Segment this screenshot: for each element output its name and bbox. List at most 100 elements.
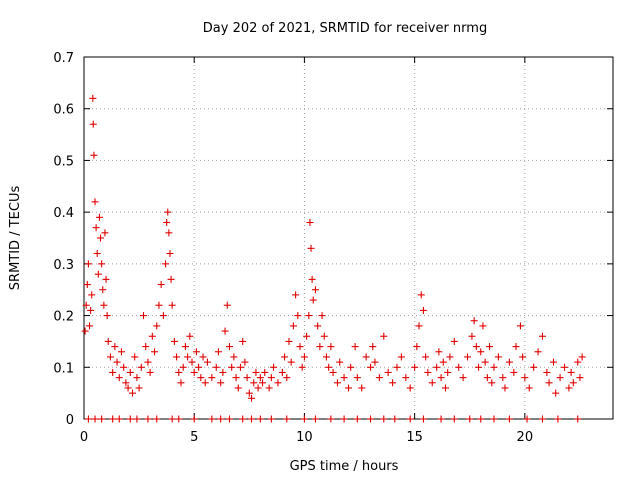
data-point — [175, 368, 183, 376]
data-point — [117, 348, 125, 356]
data-point — [519, 353, 527, 361]
data-point — [239, 415, 247, 423]
data-point — [327, 415, 335, 423]
x-tick-label: 0 — [80, 430, 88, 445]
data-point — [217, 415, 225, 423]
data-point — [530, 363, 538, 371]
data-point — [576, 374, 584, 382]
data-point — [164, 208, 172, 216]
data-point — [199, 353, 207, 361]
data-point — [98, 415, 106, 423]
data-point — [162, 260, 170, 268]
data-point — [481, 358, 489, 366]
data-point — [333, 379, 341, 387]
data-point — [367, 415, 375, 423]
data-point — [477, 348, 485, 356]
data-point — [256, 415, 264, 423]
data-point — [208, 415, 216, 423]
data-point — [103, 312, 111, 320]
data-point — [177, 379, 185, 387]
chart-title: Day 202 of 2021, SRMTID for receiver nrm… — [203, 21, 487, 36]
y-tick-label: 0.2 — [53, 310, 74, 325]
data-point — [163, 218, 171, 226]
data-point — [232, 374, 240, 382]
data-point — [411, 363, 419, 371]
data-point — [475, 363, 483, 371]
data-point — [113, 358, 121, 366]
data-point — [316, 343, 324, 351]
data-point — [534, 348, 542, 356]
y-tick-label: 0.1 — [53, 361, 74, 376]
data-point — [179, 363, 187, 371]
data-point — [521, 374, 529, 382]
data-point — [419, 306, 427, 314]
data-point — [83, 281, 91, 289]
data-point — [468, 332, 476, 340]
data-point — [144, 358, 152, 366]
data-point — [126, 368, 134, 376]
data-point — [93, 250, 101, 258]
y-tick-label: 0.5 — [53, 154, 74, 169]
data-point — [369, 343, 377, 351]
data-point — [142, 343, 150, 351]
data-point — [459, 374, 467, 382]
data-point — [104, 337, 112, 345]
data-point — [101, 229, 109, 237]
data-point — [94, 270, 102, 278]
data-point — [510, 368, 518, 376]
data-point — [111, 343, 119, 351]
data-point — [525, 384, 533, 392]
data-point — [92, 224, 100, 232]
data-point — [265, 384, 273, 392]
data-point — [256, 374, 264, 382]
data-point — [135, 384, 143, 392]
data-point — [168, 415, 176, 423]
data-point — [133, 415, 141, 423]
data-point — [283, 415, 291, 423]
data-point — [353, 415, 361, 423]
data-point — [234, 384, 242, 392]
data-point — [490, 415, 498, 423]
data-point — [488, 379, 496, 387]
data-point — [201, 379, 209, 387]
data-point — [428, 379, 436, 387]
data-point — [477, 415, 485, 423]
data-point — [250, 379, 258, 387]
data-point — [203, 358, 211, 366]
data-point — [248, 394, 256, 402]
data-point — [325, 363, 333, 371]
data-point — [166, 250, 174, 258]
data-point — [505, 415, 513, 423]
data-point — [505, 358, 513, 366]
data-point — [287, 358, 295, 366]
data-point — [314, 322, 322, 330]
data-point — [181, 343, 189, 351]
data-point — [230, 353, 238, 361]
data-point — [371, 358, 379, 366]
data-point — [298, 363, 306, 371]
data-point — [446, 353, 454, 361]
data-point — [159, 312, 167, 320]
data-point — [239, 337, 247, 345]
x-tick-label: 10 — [296, 430, 313, 445]
data-point — [157, 281, 165, 289]
data-point — [212, 363, 220, 371]
data-point — [340, 415, 348, 423]
data-point — [470, 317, 478, 325]
data-point — [95, 213, 103, 221]
data-point — [322, 353, 330, 361]
data-point — [294, 312, 302, 320]
data-point — [391, 415, 399, 423]
data-point — [292, 291, 300, 299]
data-point — [228, 363, 236, 371]
data-point — [91, 198, 99, 206]
data-point — [569, 379, 577, 387]
data-point — [455, 363, 463, 371]
data-point — [389, 379, 397, 387]
data-point — [208, 374, 216, 382]
data-point — [307, 244, 315, 252]
data-point — [270, 363, 278, 371]
data-point — [561, 363, 569, 371]
data-point — [91, 415, 99, 423]
data-point — [375, 374, 383, 382]
